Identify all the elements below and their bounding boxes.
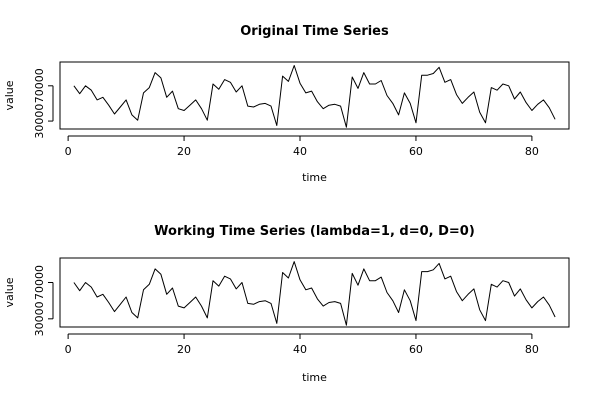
- x-tick-label: 60: [409, 343, 423, 356]
- plot-frame: [59, 257, 570, 328]
- x-tick-label: 40: [293, 145, 307, 158]
- y-axis-label: value: [3, 80, 16, 110]
- plot-frame: [59, 61, 570, 130]
- x-tick-label: 0: [65, 145, 72, 158]
- chart-title: Working Time Series (lambda=1, d=0, D=0): [154, 224, 475, 239]
- x-tick-label: 20: [177, 343, 191, 356]
- x-axis-label: time: [302, 371, 327, 384]
- series-line: [73, 65, 556, 128]
- y-tick-label: 30000: [33, 104, 46, 139]
- y-tick-label: 30000: [33, 301, 46, 336]
- series-line: [73, 261, 556, 326]
- y-tick-label: 70000: [33, 68, 46, 103]
- chart-title: Original Time Series: [240, 24, 389, 39]
- x-tick-label: 0: [65, 343, 72, 356]
- x-tick-label: 20: [177, 145, 191, 158]
- x-tick-label: 80: [525, 343, 539, 356]
- y-axis-label: value: [3, 277, 16, 307]
- x-tick-label: 60: [409, 145, 423, 158]
- x-tick-label: 80: [525, 145, 539, 158]
- y-tick-label: 70000: [33, 265, 46, 300]
- x-axis-label: time: [302, 171, 327, 184]
- x-tick-label: 40: [293, 343, 307, 356]
